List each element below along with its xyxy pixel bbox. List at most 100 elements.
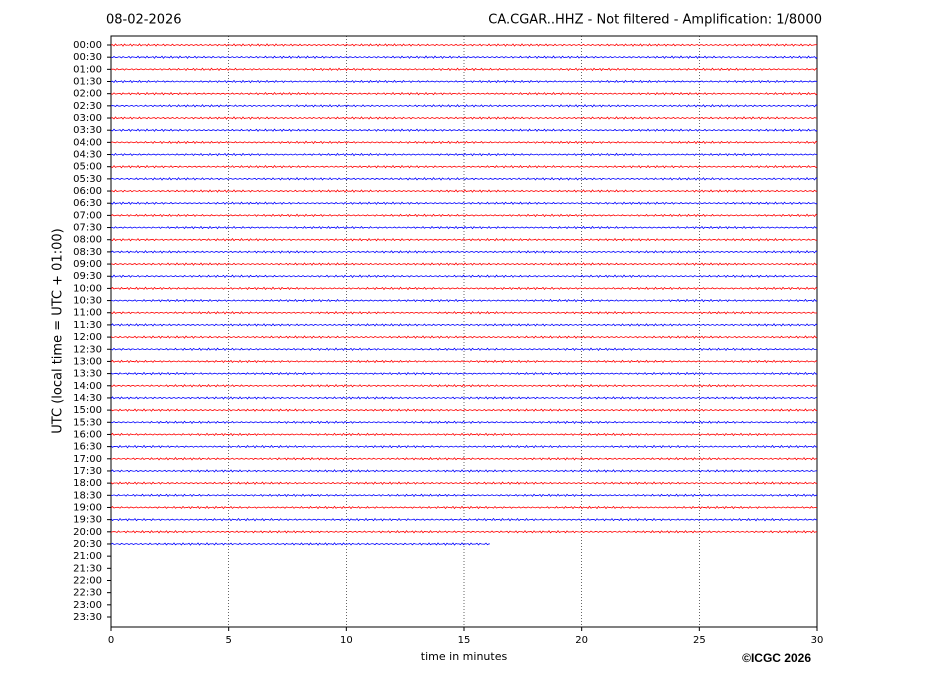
y-tick-label: 13:00 (73, 356, 102, 367)
y-tick-label: 23:00 (73, 600, 102, 611)
y-tick-label: 16:00 (73, 429, 102, 440)
trace (110, 298, 818, 303)
trace (110, 530, 818, 534)
y-tick-label: 14:30 (73, 393, 102, 404)
trace (110, 225, 818, 230)
y-tick-label: 05:00 (73, 162, 102, 173)
trace (110, 347, 818, 351)
y-axis-label: UTC (local time = UTC + 01:00) (51, 228, 66, 433)
chart-title: CA.CGAR..HHZ - Not filtered - Amplificat… (488, 13, 822, 28)
trace (110, 128, 818, 132)
y-tick-label: 14:00 (73, 381, 102, 392)
trace (110, 517, 818, 522)
trace (110, 189, 818, 193)
trace (110, 444, 818, 449)
y-tick-label: 18:30 (73, 490, 102, 501)
trace (110, 140, 818, 145)
y-tick-label: 01:30 (73, 77, 102, 88)
trace (110, 371, 818, 376)
x-tick-label: 30 (811, 635, 824, 646)
y-tick-label: 21:00 (73, 551, 102, 562)
y-tick-label: 23:30 (73, 612, 102, 623)
y-tick-label: 12:30 (73, 344, 102, 355)
trace (110, 213, 818, 218)
y-tick-label: 19:00 (73, 502, 102, 513)
trace (110, 164, 818, 169)
y-tick-label: 20:30 (73, 539, 102, 550)
y-tick-label: 17:00 (73, 454, 102, 465)
trace (110, 384, 818, 388)
y-tick-label: 08:30 (73, 247, 102, 258)
y-tick-label: 15:30 (73, 417, 102, 428)
trace (110, 43, 818, 47)
trace (110, 481, 818, 485)
y-tick-label: 09:30 (73, 271, 102, 282)
y-tick-label: 22:00 (73, 575, 102, 586)
y-tick-label: 09:00 (73, 259, 102, 270)
trace (110, 286, 818, 291)
trace (110, 493, 818, 498)
y-tick-label: 20:00 (73, 527, 102, 538)
y-tick-label: 00:30 (73, 52, 102, 63)
trace (110, 67, 818, 72)
y-tick-label: 15:00 (73, 405, 102, 416)
trace (110, 408, 818, 412)
y-tick-label: 13:30 (73, 369, 102, 380)
trace (110, 152, 818, 157)
y-tick-label: 16:30 (73, 442, 102, 453)
y-tick-label: 02:30 (73, 101, 102, 112)
y-tick-label: 22:30 (73, 588, 102, 599)
trace (110, 177, 818, 181)
y-tick-label: 12:00 (73, 332, 102, 343)
trace (110, 55, 818, 59)
trace (110, 274, 818, 278)
trace (110, 542, 490, 546)
trace (110, 457, 818, 461)
x-tick-label: 15 (458, 635, 471, 646)
y-tick-label: 06:30 (73, 198, 102, 209)
y-tick-label: 11:30 (73, 320, 102, 331)
y-tick-label: 07:00 (73, 210, 102, 221)
trace (110, 432, 818, 437)
y-tick-label: 10:30 (73, 296, 102, 307)
x-tick-label: 20 (575, 635, 588, 646)
y-tick-label: 02:00 (73, 89, 102, 100)
y-tick-label: 08:00 (73, 235, 102, 246)
x-tick-label: 5 (225, 635, 231, 646)
x-tick-label: 25 (693, 635, 706, 646)
trace (110, 237, 818, 242)
x-tick-label: 0 (108, 635, 114, 646)
trace (110, 469, 818, 473)
x-tick-label: 10 (340, 635, 353, 646)
y-tick-label: 01:00 (73, 64, 102, 75)
trace (110, 104, 818, 108)
y-tick-label: 00:00 (73, 40, 102, 51)
trace (110, 201, 818, 205)
trace (110, 359, 818, 364)
y-tick-label: 21:30 (73, 563, 102, 574)
trace (110, 396, 818, 400)
copyright: ©ICGC 2026 (742, 651, 811, 665)
y-tick-label: 03:00 (73, 113, 102, 124)
y-tick-label: 19:30 (73, 515, 102, 526)
plot-frame (110, 35, 818, 628)
x-axis-label: time in minutes (421, 650, 508, 663)
y-tick-label: 03:30 (73, 125, 102, 136)
y-tick-label: 06:00 (73, 186, 102, 197)
trace (110, 262, 818, 266)
y-tick-label: 10:00 (73, 283, 102, 294)
y-tick-label: 18:00 (73, 478, 102, 489)
trace (110, 505, 818, 510)
y-tick-label: 07:30 (73, 223, 102, 234)
y-tick-label: 05:30 (73, 174, 102, 185)
y-tick-label: 04:00 (73, 137, 102, 148)
trace (110, 250, 818, 254)
y-tick-label: 17:30 (73, 466, 102, 477)
date: 08-02-2026 (106, 13, 182, 28)
y-tick-label: 04:30 (73, 150, 102, 161)
y-tick-label: 11:00 (73, 308, 102, 319)
trace (110, 335, 818, 339)
trace (110, 420, 818, 425)
trace (110, 116, 818, 120)
